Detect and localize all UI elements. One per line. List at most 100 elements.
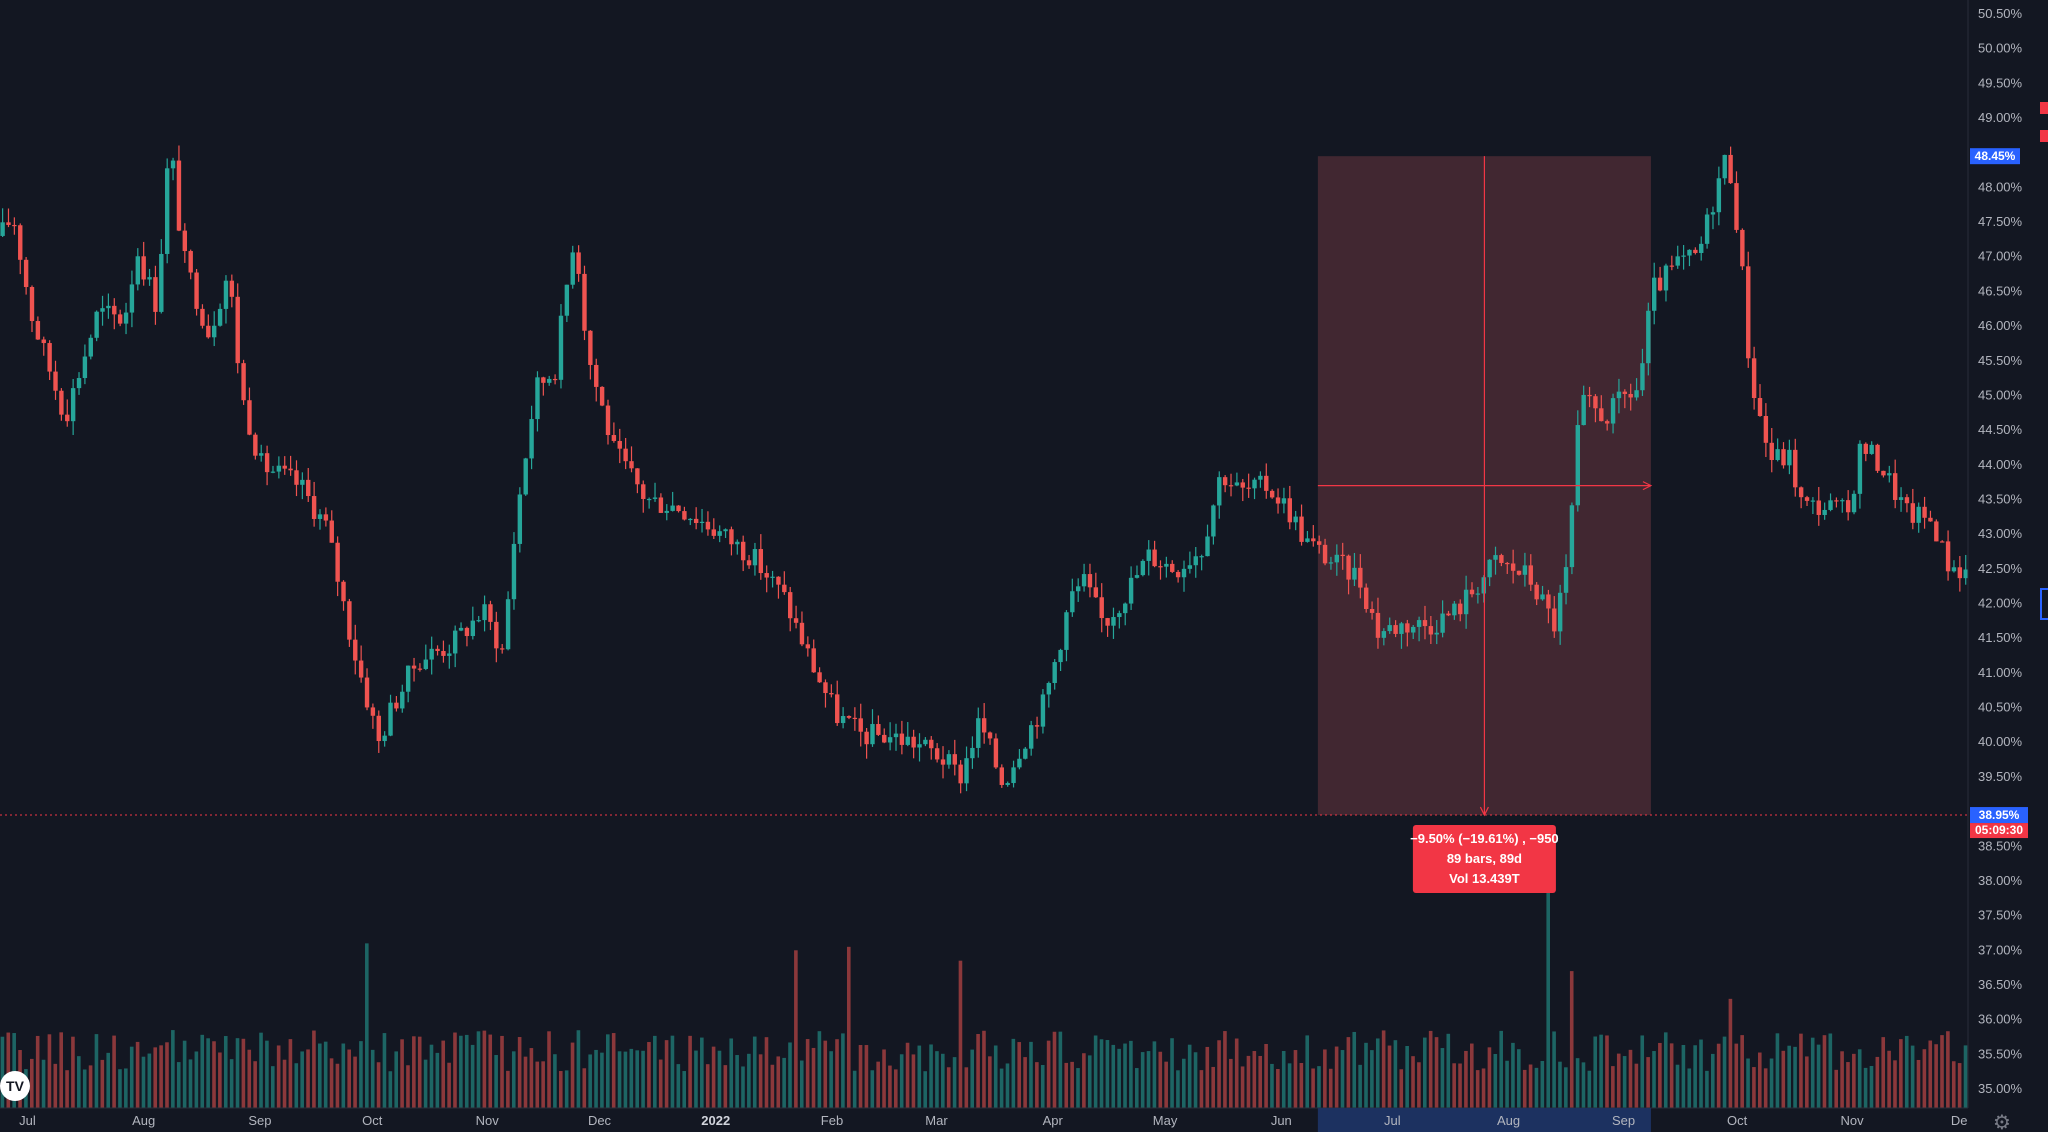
volume-bar — [188, 1059, 193, 1108]
volume-bar — [35, 1035, 40, 1108]
volume-bar — [1011, 1038, 1016, 1108]
time-axis[interactable]: Jul Aug Sep Oct Nov Dec 2022 Feb Mar Apr May Jun Jul… — [0, 1107, 1968, 1132]
candle-body — [1258, 475, 1263, 480]
candle-body — [852, 717, 858, 720]
candle-body — [870, 724, 875, 745]
volume-bar — [100, 1059, 105, 1108]
candle-body — [235, 296, 240, 364]
volume-bar — [459, 1035, 463, 1108]
candle-body — [1716, 178, 1722, 213]
price-tick-label: 47.00% — [1978, 249, 2023, 264]
volume-bar — [641, 1050, 645, 1108]
candle-body — [435, 648, 440, 651]
volume-bar — [688, 1035, 692, 1108]
gear-icon[interactable]: ⚙ — [1993, 1110, 2011, 1134]
candle-body — [1469, 589, 1475, 595]
candle-body — [505, 599, 511, 650]
candle-body — [447, 653, 452, 656]
candle-body — [353, 639, 358, 661]
candle-body — [840, 716, 846, 724]
volume-bar — [1252, 1051, 1257, 1108]
candle-body — [1569, 505, 1575, 568]
volume-bar — [6, 1032, 11, 1108]
volume-bar — [1852, 1053, 1856, 1108]
volume-bar — [1211, 1066, 1215, 1108]
tradingview-logo[interactable]: TV — [0, 1071, 30, 1101]
candle-body — [1187, 565, 1193, 569]
volume-bar — [212, 1041, 216, 1108]
time-tick-label: Aug — [132, 1113, 155, 1128]
volume-bar — [1628, 1049, 1633, 1108]
volume-bar — [1193, 1052, 1198, 1108]
candle-body — [0, 222, 5, 236]
volume-bar — [312, 1030, 316, 1108]
time-tick-label: Oct — [1727, 1113, 1748, 1128]
candle-body — [1810, 500, 1816, 502]
price-tick-label: 40.50% — [1978, 700, 2023, 715]
candle-body — [1728, 154, 1733, 184]
candle-body — [1328, 562, 1334, 564]
candle-body — [259, 453, 264, 456]
volume-bar — [1781, 1050, 1786, 1108]
candle-body — [970, 747, 975, 759]
candle-body — [388, 702, 393, 736]
volume-bar — [1787, 1045, 1791, 1108]
volume-bar — [1240, 1066, 1245, 1108]
volume-bar — [1540, 1060, 1545, 1108]
volume-bar — [999, 1068, 1004, 1108]
volume-bar — [1487, 1047, 1492, 1108]
candle-body — [676, 505, 681, 512]
volume-bar — [1105, 1040, 1110, 1108]
price-tick-label: 43.50% — [1978, 491, 2023, 506]
measure-arrow-down — [1479, 806, 1489, 817]
candle-body — [135, 256, 140, 285]
candle-body — [535, 377, 540, 420]
volume-bar — [976, 1033, 980, 1108]
price-axis-bg — [1968, 0, 2048, 1132]
candle-body — [1740, 229, 1745, 267]
time-tick-label: Nov — [1841, 1113, 1865, 1128]
price-axis[interactable]: 50.50% 50.00% 49.50% 49.00% 48.00% 47.50% 47.0… — [1967, 0, 2048, 1132]
candle-body — [159, 253, 164, 312]
volume-bar — [1281, 1050, 1286, 1108]
volume-bar — [464, 1034, 469, 1108]
volume-bar — [811, 1047, 816, 1108]
volume-bar — [359, 1041, 363, 1108]
candle-body — [976, 718, 981, 748]
candle-body — [940, 759, 946, 765]
volume-bar — [529, 1048, 534, 1108]
volume-bar — [1564, 1067, 1568, 1108]
candle-body — [723, 529, 728, 532]
volume-bar — [1311, 1068, 1315, 1108]
volume-bar — [694, 1050, 698, 1108]
candle-body — [76, 378, 82, 389]
candle-body — [1411, 626, 1416, 633]
candle-body — [658, 497, 664, 513]
volume-bar — [1899, 1039, 1903, 1108]
candle-body — [358, 660, 364, 678]
volume-bar — [600, 1052, 604, 1108]
candle-body — [341, 581, 346, 602]
volume-bar — [805, 1039, 810, 1108]
candle-body — [1346, 555, 1351, 580]
volume-bar — [1493, 1053, 1498, 1108]
candle-body — [1699, 243, 1704, 253]
volume-bar — [441, 1040, 446, 1108]
price-tick-label: 35.50% — [1978, 1046, 2023, 1061]
candle-body — [1128, 577, 1134, 604]
volume-bar — [1146, 1051, 1151, 1108]
candle-body — [1669, 265, 1675, 267]
volume-bar — [864, 1045, 869, 1108]
volume-bar — [200, 1034, 205, 1108]
volume-bar — [1317, 1066, 1321, 1108]
volume-bar — [1246, 1055, 1251, 1108]
candle-body — [964, 758, 969, 784]
candle-body — [1963, 569, 1968, 579]
candle-body — [464, 627, 470, 637]
candle-body — [529, 419, 534, 459]
volume-bar — [653, 1035, 657, 1108]
candle-body — [1234, 482, 1240, 486]
candle-body — [1646, 310, 1651, 364]
volume-bar — [12, 1033, 16, 1108]
